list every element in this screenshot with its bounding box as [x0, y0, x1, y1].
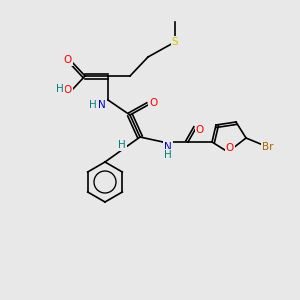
- Text: O: O: [149, 98, 157, 108]
- Text: N: N: [98, 100, 106, 110]
- Text: H: H: [56, 84, 64, 94]
- Text: O: O: [64, 85, 72, 95]
- Text: S: S: [172, 37, 178, 47]
- Text: O: O: [196, 125, 204, 135]
- Text: H: H: [118, 140, 126, 150]
- Text: Br: Br: [262, 142, 274, 152]
- Text: N: N: [164, 142, 172, 152]
- Text: H: H: [89, 100, 97, 110]
- Text: O: O: [226, 143, 234, 153]
- Text: H: H: [164, 150, 172, 160]
- Text: O: O: [64, 55, 72, 65]
